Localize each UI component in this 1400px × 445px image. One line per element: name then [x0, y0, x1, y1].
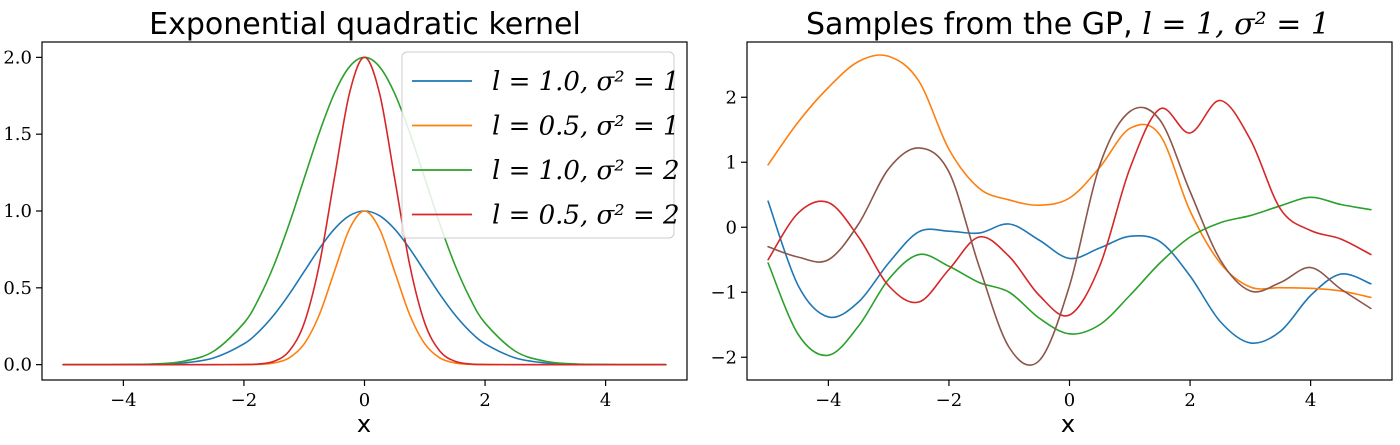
series-line-2	[767, 54, 1372, 299]
legend-label: l = 0.5, σ² = 1	[492, 112, 680, 142]
legend-box	[401, 51, 675, 239]
y-tick-label: −2	[710, 347, 737, 368]
x-tick-label: −4	[110, 390, 137, 411]
gp-samples-chart: Samples from the GP, l = 1, σ² = 1 −4 −2 0…	[710, 7, 1393, 438]
gp-title-math: l = 1, σ² = 1	[1142, 7, 1330, 42]
kernel-x-axis-label: x	[357, 410, 371, 438]
x-tick-label: 4	[600, 390, 611, 411]
gp-series-group	[767, 54, 1372, 366]
gp-samples-chart-title: Samples from the GP, l = 1, σ² = 1	[806, 7, 1330, 42]
gp-plot-frame	[746, 41, 1393, 381]
y-tick-label: 1.0	[3, 201, 32, 222]
y-tick-label: 1.5	[3, 124, 32, 145]
series-line-5	[767, 106, 1372, 366]
kernel-ticks: −4 −2 0 2 4 0.0 0.5 1.0 1.5 2.0	[3, 47, 611, 411]
x-tick-label: −2	[936, 390, 963, 411]
series-line-4	[767, 99, 1372, 317]
y-tick-label: 0.0	[3, 355, 32, 376]
kernel-legend: l = 1.0, σ² = 1 l = 0.5, σ² = 1 l = 1.0, σ…	[401, 51, 680, 239]
y-tick-label: −1	[710, 282, 737, 303]
x-tick-label: 2	[479, 390, 490, 411]
kernel-chart-title: Exponential quadratic kernel	[149, 7, 581, 42]
series-line-1	[767, 200, 1372, 345]
y-tick-label: 0.5	[3, 278, 32, 299]
x-tick-label: 2	[1184, 390, 1195, 411]
series-line-4	[62, 56, 667, 366]
gp-x-axis-label: x	[1061, 410, 1075, 438]
legend-label: l = 1.0, σ² = 2	[492, 156, 680, 186]
legend-label: l = 1.0, σ² = 1	[492, 67, 680, 97]
x-tick-label: 0	[359, 390, 370, 411]
x-tick-label: 4	[1305, 390, 1316, 411]
series-line-3	[767, 196, 1372, 357]
y-tick-label: 1	[726, 152, 737, 173]
kernel-series-group	[62, 56, 667, 366]
gp-ticks: −4 −2 0 2 4 −2 −1 0 1 2	[710, 87, 1316, 411]
x-tick-label: −4	[815, 390, 842, 411]
y-tick-label: 2	[726, 87, 737, 108]
kernel-chart: Exponential quadratic kernel −4 −2 0 2 4 0.0 0…	[3, 7, 688, 438]
x-tick-label: 0	[1064, 390, 1075, 411]
legend-label: l = 0.5, σ² = 2	[492, 201, 680, 231]
y-tick-label: 2.0	[3, 47, 32, 68]
x-tick-label: −2	[231, 390, 258, 411]
y-tick-label: 0	[726, 217, 737, 238]
gp-title-text: Samples from the GP,	[806, 7, 1142, 42]
